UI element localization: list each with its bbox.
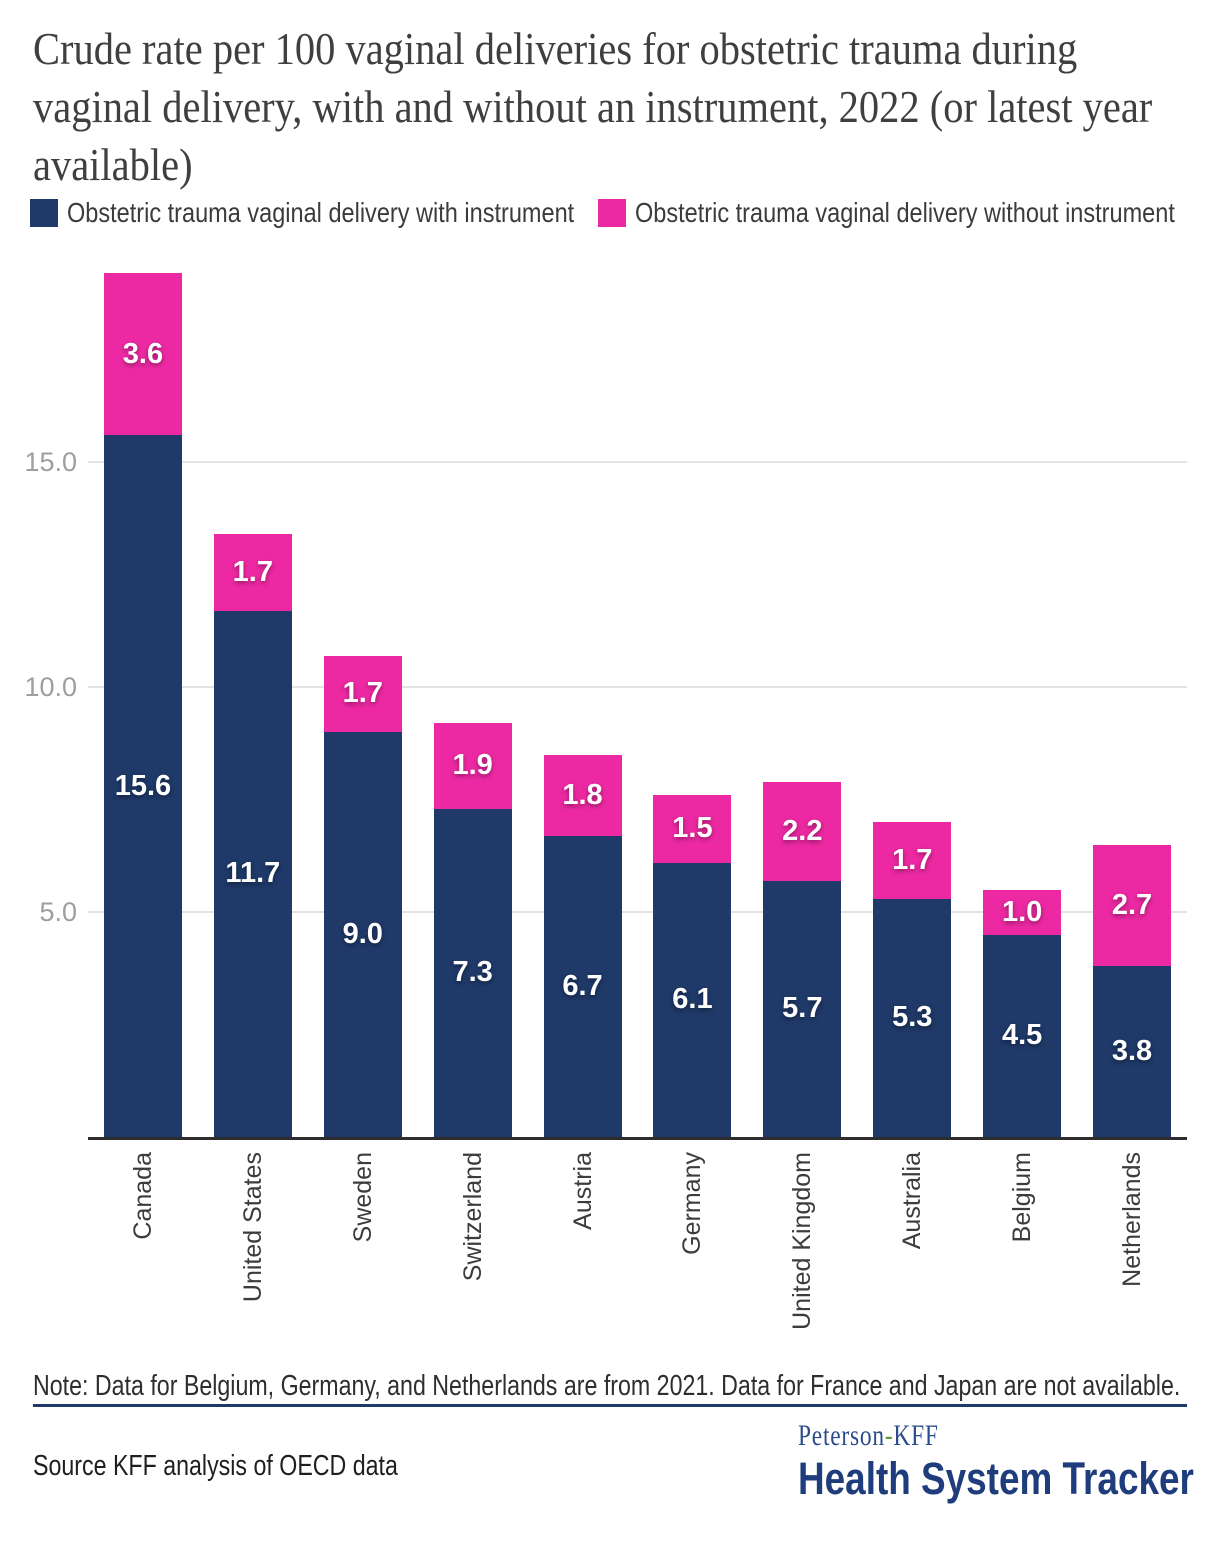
bar-value-label-without-instrument: 1.9	[452, 749, 493, 782]
bar-value-label-without-instrument: 2.7	[1111, 888, 1153, 921]
gridline	[88, 911, 1187, 913]
category-label: United Kingdom	[780, 1152, 824, 1330]
logo-peterson-kff: Peterson-KFF	[798, 1419, 939, 1452]
bar-segment-with-instrument	[653, 862, 732, 1137]
category-label: Austria	[561, 1152, 605, 1230]
chart-title-line-1: Crude rate per 100 vaginal deliveries fo…	[33, 23, 1078, 74]
logo-hyphen: -	[884, 1419, 894, 1452]
bar-value-label-without-instrument: 1.0	[1001, 895, 1043, 928]
bar-segment-with-instrument	[1093, 966, 1172, 1137]
bar-segment-with-instrument	[323, 732, 402, 1137]
bar-segment-with-instrument	[763, 880, 842, 1137]
legend-label-without-instrument: Obstetric trauma vaginal delivery withou…	[635, 197, 1175, 228]
y-tick-label: 5.0	[39, 897, 77, 927]
bar-segment-without-instrument	[323, 655, 402, 732]
bar-segment-without-instrument	[763, 781, 842, 881]
bar-segment-with-instrument	[873, 898, 952, 1137]
bar-segment-with-instrument	[103, 435, 182, 1137]
category-label-text: Canada	[128, 1152, 157, 1240]
category-label: Australia	[890, 1152, 934, 1249]
category-label: Netherlands	[1110, 1152, 1154, 1287]
bar-value-label-with-instrument: 5.3	[892, 1001, 933, 1034]
bar-value-label-with-instrument: 6.7	[562, 969, 603, 1002]
bar-value-label-without-instrument: 2.2	[782, 814, 823, 847]
footer-divider	[33, 1404, 1187, 1407]
category-label: Switzerland	[451, 1152, 495, 1281]
category-label-text: Sweden	[348, 1152, 377, 1243]
bar-segment-without-instrument	[1093, 844, 1172, 966]
source-text: Source KFF analysis of OECD data	[33, 1450, 398, 1482]
category-label-text: Belgium	[1008, 1152, 1037, 1243]
bar-segment-with-instrument	[543, 835, 622, 1137]
category-label: Belgium	[1000, 1152, 1044, 1242]
category-label-text: Germany	[678, 1152, 707, 1255]
legend-item-without-instrument: Obstetric trauma vaginal delivery withou…	[598, 197, 1220, 228]
y-tick-label: 10.0	[24, 672, 77, 702]
bar-segment-without-instrument	[433, 723, 512, 809]
category-label-text: United Kingdom	[788, 1152, 817, 1330]
bar-value-label-without-instrument: 1.7	[342, 677, 383, 710]
bar-value-label-with-instrument: 6.1	[672, 983, 713, 1016]
bar-segment-without-instrument	[543, 754, 622, 836]
category-label: United States	[231, 1152, 275, 1302]
bar-value-label-with-instrument: 7.3	[452, 956, 493, 989]
y-tick-label: 15.0	[24, 447, 77, 477]
bar-value-label-with-instrument: 11.7	[225, 857, 281, 890]
bar-value-label-with-instrument: 9.0	[342, 918, 383, 950]
health-system-tracker-logo: Peterson-KFF Health System Tracker	[798, 1420, 1220, 1502]
category-label: Germany	[670, 1152, 714, 1255]
bar-value-label-with-instrument: 4.5	[1001, 1019, 1043, 1052]
category-label-text: United States	[238, 1152, 267, 1303]
category-label-text: Switzerland	[458, 1152, 487, 1282]
legend-swatch-with-instrument-icon	[30, 199, 58, 227]
bar-segment-with-instrument	[433, 808, 512, 1137]
bar-value-label-with-instrument: 5.7	[782, 992, 823, 1025]
logo-health-system-tracker: Health System Tracker	[798, 1453, 1194, 1504]
chart-title-line-3: available)	[33, 139, 193, 190]
bar-value-label-without-instrument: 3.6	[122, 337, 164, 370]
chart-title: Crude rate per 100 vaginal deliveries fo…	[33, 20, 1220, 194]
gridline	[88, 461, 1187, 463]
bar-value-label-without-instrument: 1.8	[562, 778, 603, 811]
category-label-text: Netherlands	[1118, 1152, 1147, 1287]
category-label: Canada	[121, 1152, 165, 1240]
bar-segment-with-instrument	[213, 610, 292, 1137]
gridline	[88, 686, 1187, 688]
bar-value-label-without-instrument: 1.5	[672, 812, 713, 845]
bar-segment-without-instrument	[983, 889, 1062, 935]
bar-segment-without-instrument	[873, 822, 952, 899]
legend-item-with-instrument: Obstetric trauma vaginal delivery with i…	[30, 197, 671, 228]
bar-value-label-with-instrument: 3.8	[1111, 1035, 1153, 1067]
bar-segment-with-instrument	[983, 934, 1062, 1137]
chart-title-line-2: vaginal delivery, with and without an in…	[33, 81, 1153, 132]
category-label: Sweden	[341, 1152, 385, 1242]
x-axis-line	[88, 1137, 1187, 1140]
bar-segment-without-instrument	[103, 273, 182, 435]
bar-segment-without-instrument	[653, 795, 732, 863]
note-text: Note: Data for Belgium, Germany, and Net…	[33, 1370, 1181, 1402]
category-label-text: Austria	[568, 1152, 597, 1230]
legend-label-with-instrument: Obstetric trauma vaginal delivery with i…	[67, 197, 575, 228]
bar-value-label-without-instrument: 1.7	[892, 843, 933, 876]
category-label-text: Australia	[898, 1152, 927, 1250]
bar-segment-without-instrument	[213, 534, 292, 611]
legend-swatch-without-instrument-icon	[598, 199, 626, 227]
bar-value-label-without-instrument: 1.7	[232, 555, 273, 588]
bar-value-label-with-instrument: 15.6	[114, 769, 172, 802]
